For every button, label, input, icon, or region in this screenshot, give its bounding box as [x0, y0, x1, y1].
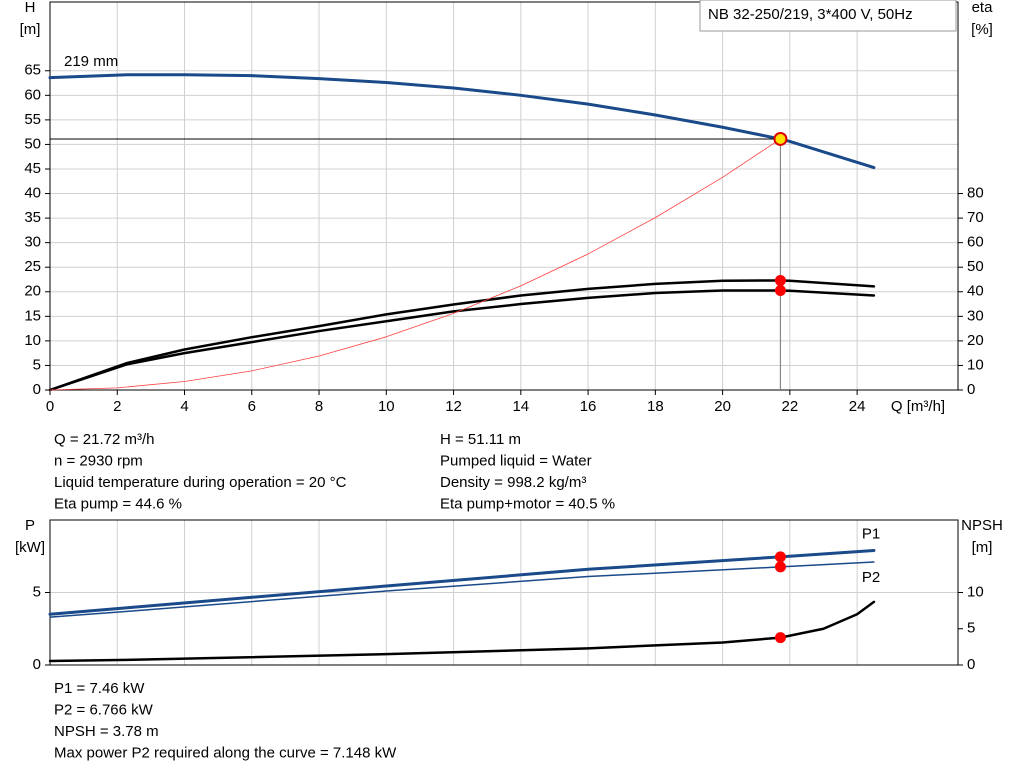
y-tick-label: 0 — [33, 381, 41, 398]
y-tick-label: 65 — [24, 62, 41, 79]
impeller-annotation: 219 mm — [64, 53, 118, 70]
info-line: NPSH = 3.78 m — [54, 723, 159, 740]
info-line: P1 = 7.46 kW — [54, 680, 145, 697]
y2-tick-label: 0 — [967, 656, 975, 673]
y-tick-label: 50 — [24, 135, 41, 152]
x-tick-label: 0 — [46, 398, 54, 415]
info-line: H = 51.11 m — [440, 431, 521, 448]
duty-point — [774, 551, 786, 563]
x-tick-label: 2 — [113, 398, 121, 415]
info-line: Eta pump = 44.6 % — [54, 495, 182, 512]
series-line — [48, 73, 876, 170]
duty-point — [774, 285, 786, 297]
y2-tick-label: 0 — [967, 381, 975, 398]
x-tick-label: 12 — [445, 398, 462, 415]
title-box — [699, 0, 957, 32]
series-line — [48, 600, 876, 663]
duty-point — [774, 274, 786, 286]
y-axis-unit: [m] — [20, 21, 41, 38]
y2-tick-label: 10 — [967, 583, 984, 600]
y2-tick-label: 60 — [967, 234, 984, 251]
x-tick-label: 24 — [849, 398, 866, 415]
y2-tick-label: 80 — [967, 185, 984, 202]
series-line — [48, 289, 876, 392]
y-tick-label: 15 — [24, 307, 41, 324]
info-line: Q = 21.72 m³/h — [54, 431, 154, 448]
x-tick-label: 4 — [180, 398, 188, 415]
y2-axis-label: eta — [972, 0, 994, 16]
y-tick-label: 5 — [33, 356, 41, 373]
x-axis-label: Q [m³/h] — [891, 398, 945, 415]
info-line: n = 2930 rpm — [54, 452, 143, 469]
y-tick-label: 35 — [24, 209, 41, 226]
y-tick-label: 60 — [24, 86, 41, 103]
info-line: Density = 998.2 kg/m³ — [440, 474, 586, 491]
y-tick-label: 25 — [24, 258, 41, 275]
info-line: Max power P2 required along the curve = … — [54, 744, 397, 761]
x-tick-label: 20 — [714, 398, 731, 415]
y-tick-label: 0 — [33, 656, 41, 673]
info-line: Eta pump+motor = 40.5 % — [440, 495, 615, 512]
series-label: P1 — [862, 525, 880, 542]
y2-tick-label: 40 — [967, 283, 984, 300]
duty-point — [774, 632, 786, 644]
y2-tick-label: 5 — [967, 620, 975, 637]
x-tick-label: 16 — [580, 398, 597, 415]
y-tick-label: 5 — [33, 583, 41, 600]
info-line: P2 = 6.766 kW — [54, 701, 154, 718]
x-tick-label: 14 — [512, 398, 529, 415]
x-tick-label: 6 — [248, 398, 256, 415]
y-tick-label: 20 — [24, 283, 41, 300]
y-axis-unit: [kW] — [15, 539, 45, 556]
x-tick-label: 8 — [315, 398, 323, 415]
y2-tick-label: 20 — [967, 332, 984, 349]
y2-tick-label: 50 — [967, 258, 984, 275]
info-line: Liquid temperature during operation = 20… — [54, 474, 347, 491]
duty-point — [774, 561, 786, 573]
series-line — [49, 138, 781, 391]
y-axis-label: P — [25, 517, 35, 534]
series-line — [49, 561, 875, 618]
x-tick-label: 18 — [647, 398, 664, 415]
y-tick-label: 10 — [24, 332, 41, 349]
y2-axis-label: NPSH — [961, 517, 1003, 534]
y2-tick-label: 30 — [967, 307, 984, 324]
y2-tick-label: 70 — [967, 209, 984, 226]
series-line — [48, 548, 876, 616]
y-axis-label: H — [25, 0, 36, 16]
duty-point — [773, 131, 788, 146]
chart-title: NB 32-250/219, 3*400 V, 50Hz — [708, 6, 913, 23]
y-tick-label: 55 — [24, 111, 41, 128]
x-tick-label: 10 — [378, 398, 395, 415]
y-tick-label: 30 — [24, 234, 41, 251]
x-tick-label: 22 — [782, 398, 799, 415]
plot-frame — [49, 519, 959, 666]
info-line: Pumped liquid = Water — [440, 452, 592, 469]
series-label: P2 — [862, 569, 880, 586]
y2-tick-label: 10 — [967, 356, 984, 373]
y-tick-label: 45 — [24, 160, 41, 177]
y2-axis-unit: [m] — [972, 539, 993, 556]
y-tick-label: 40 — [24, 185, 41, 202]
y2-axis-unit: [%] — [971, 21, 993, 38]
plot-frame — [49, 1, 959, 391]
